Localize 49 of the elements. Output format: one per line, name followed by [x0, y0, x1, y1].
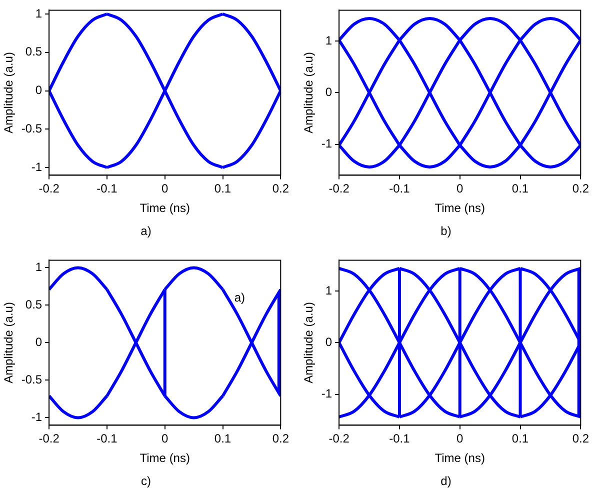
x-tick-label: -0.2	[328, 432, 350, 446]
x-tick-label: -0.2	[38, 182, 60, 196]
y-tick-label: -1	[31, 160, 42, 174]
y-axis-title: Amplitude (a.u)	[2, 52, 16, 134]
text: b)	[440, 223, 452, 240]
y-axis-title: Amplitude (a.u)	[302, 302, 316, 384]
x-tick-label: -0.1	[96, 432, 118, 446]
text: d)	[440, 473, 452, 490]
y-axis-title: Amplitude (a.u)	[302, 52, 316, 134]
x-tick-label: 0	[162, 432, 169, 446]
x-tick-label: 0.2	[572, 432, 590, 446]
x-tick-label: 0	[456, 432, 464, 446]
y-tick-label: 0	[35, 83, 42, 98]
x-tick-label: 0.2	[272, 432, 290, 446]
x-tick-label: -0.1	[389, 182, 410, 196]
x-tick-label: 0.1	[512, 182, 529, 196]
x-axis-title: Time (ns)	[434, 201, 485, 216]
x-tick-label: 0	[456, 182, 464, 196]
annotation: a)	[234, 290, 246, 304]
x-tick-label: -0.1	[389, 432, 410, 446]
y-axis-title: Amplitude (a.u)	[2, 302, 16, 384]
y-tick-label: -0.5	[21, 121, 42, 136]
x-axis-title: Time (ns)	[434, 451, 485, 466]
text: a)	[140, 223, 152, 240]
x-tick-label: 0.1	[214, 432, 232, 446]
y-tick-label: -1	[321, 386, 332, 401]
y-tick-label: 0	[325, 85, 332, 100]
y-tick-label: 0.5	[25, 44, 42, 59]
y-tick-label: 0	[35, 335, 42, 350]
y-tick-label: 1	[325, 33, 332, 48]
y-tick-label: 1	[35, 6, 42, 20]
y-tick-label: 0.5	[25, 298, 42, 312]
x-tick-label: -0.2	[38, 432, 60, 446]
y-tick-label: 1	[35, 260, 42, 274]
x-tick-label: 0.1	[512, 432, 529, 446]
x-axis-title: Time (ns)	[140, 451, 190, 466]
x-tick-label: 0.2	[272, 182, 290, 196]
y-tick-label: 1	[325, 283, 332, 298]
x-axis-title: Time (ns)	[140, 201, 190, 216]
y-tick-label: -1	[321, 136, 332, 151]
y-tick-label: -1	[31, 410, 42, 424]
x-tick-label: -0.2	[328, 182, 350, 196]
x-tick-label: 0.1	[214, 182, 232, 196]
x-tick-label: 0.2	[572, 182, 590, 196]
x-tick-label: -0.1	[96, 182, 118, 196]
y-tick-label: -0.5	[21, 372, 42, 387]
text: c)	[141, 473, 151, 490]
y-tick-label: 0	[325, 335, 332, 350]
x-tick-label: 0	[162, 182, 169, 196]
